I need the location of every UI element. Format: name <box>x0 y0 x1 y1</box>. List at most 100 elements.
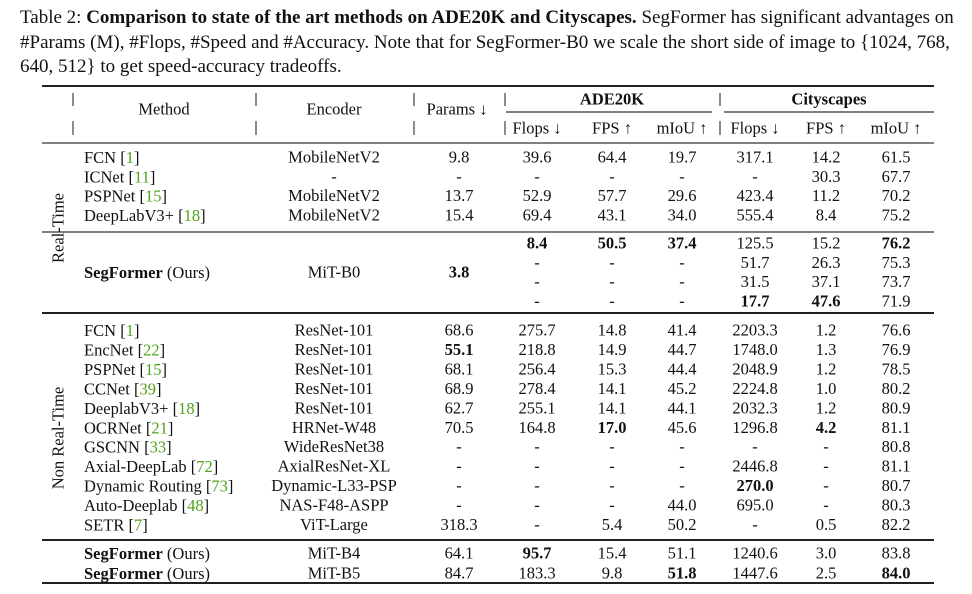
cell-a-fps: 17.0 <box>598 418 627 437</box>
cell-encoder: ResNet-101 <box>295 321 374 340</box>
method-name: ICNet [11] <box>84 167 155 186</box>
cell-params: 84.7 <box>445 564 474 583</box>
method-name: Auto-Deeplab [48] <box>84 496 209 515</box>
cell-a-miou: - <box>679 437 685 456</box>
method-name: FCN [1] <box>84 148 139 167</box>
cell-a-flops: 8.4 <box>527 234 548 253</box>
cell-a-flops: 69.4 <box>523 205 552 224</box>
cell-a-miou: 51.8 <box>668 564 697 583</box>
cell-c-fps: 2.5 <box>816 564 837 583</box>
cell-params: 68.9 <box>445 379 474 398</box>
cell-a-miou: 29.6 <box>668 186 697 205</box>
cell-params: 9.8 <box>449 148 470 167</box>
cell-params: - <box>456 476 462 495</box>
cell-a-flops: 183.3 <box>518 564 555 583</box>
cell-a-fps: 14.1 <box>598 379 627 398</box>
cell-c-fps: 1.3 <box>816 340 837 359</box>
caption-title: Comparison to state of the art methods o… <box>86 7 637 28</box>
method-name: PSPNet [15] <box>84 186 167 205</box>
cell-c-miou: 70.2 <box>882 186 911 205</box>
header-params: Params ↓ <box>427 100 488 119</box>
cell-encoder: MobileNetV2 <box>288 205 380 224</box>
cell-c-miou: 76.9 <box>882 340 911 359</box>
cell-c-miou: 75.3 <box>882 253 911 272</box>
cell-encoder: MobileNetV2 <box>288 148 380 167</box>
cell-c-flops: 695.0 <box>736 496 773 515</box>
cell-c-flops: 270.0 <box>736 476 773 495</box>
cell-encoder: MobileNetV2 <box>288 186 380 205</box>
cell-c-miou: 76.6 <box>882 321 911 340</box>
cell-c-fps: - <box>823 457 829 476</box>
cell-c-miou: 84.0 <box>882 564 911 583</box>
header-a-miou: mIoU ↑ <box>657 119 708 138</box>
cell-a-flops: 256.4 <box>518 359 555 378</box>
cell-params: - <box>456 437 462 456</box>
cell-c-fps: 1.2 <box>816 359 837 378</box>
cell-a-fps: 43.1 <box>598 205 627 224</box>
cell-c-miou: 61.5 <box>882 148 911 167</box>
header-a-fps: FPS ↑ <box>592 119 632 138</box>
cell-a-fps: - <box>609 272 615 291</box>
method-name: GSCNN [33] <box>84 437 172 456</box>
cell-params: 62.7 <box>445 398 474 417</box>
cell-c-flops: 2224.8 <box>732 379 777 398</box>
cell-a-fps: 14.1 <box>598 398 627 417</box>
cell-c-fps: 37.1 <box>812 272 841 291</box>
cell-c-fps: 26.3 <box>812 253 841 272</box>
header-c-fps: FPS ↑ <box>806 119 846 138</box>
cell-params: - <box>456 457 462 476</box>
cell-encoder: ResNet-101 <box>295 359 374 378</box>
cell-encoder: HRNet-W48 <box>292 418 376 437</box>
cell-a-flops: 95.7 <box>523 544 552 563</box>
cell-c-fps: 15.2 <box>812 234 841 253</box>
cell-c-fps: 0.5 <box>816 515 837 534</box>
cell-c-flops: 31.5 <box>741 272 770 291</box>
cell-c-miou: 81.1 <box>882 418 911 437</box>
cell-a-flops: - <box>534 167 540 186</box>
cell-encoder: WideResNet38 <box>284 437 384 456</box>
cell-params: 3.8 <box>449 263 470 282</box>
cell-a-miou: - <box>679 476 685 495</box>
cell-c-flops: 2048.9 <box>732 359 777 378</box>
caption-label: Table 2: <box>20 7 87 28</box>
method-name: DeeplabV3+ [18] <box>84 398 200 417</box>
cell-a-miou: - <box>679 457 685 476</box>
cell-a-flops: 278.4 <box>518 379 555 398</box>
cell-c-fps: 1.2 <box>816 398 837 417</box>
cell-c-flops: 51.7 <box>741 253 770 272</box>
header-method: Method <box>138 100 190 119</box>
cell-a-fps: - <box>609 167 615 186</box>
cell-c-flops: 2032.3 <box>732 398 777 417</box>
header-c-flops: Flops ↓ <box>730 119 779 138</box>
method-name: OCRNet [21] <box>84 418 173 437</box>
cell-params: - <box>456 167 462 186</box>
cell-a-fps: 14.9 <box>598 340 627 359</box>
method-name: FCN [1] <box>84 321 139 340</box>
cell-c-miou: 82.2 <box>882 515 911 534</box>
cell-a-miou: - <box>679 167 685 186</box>
cell-c-fps: 3.0 <box>816 544 837 563</box>
method-name-segformer: SegFormer (Ours) <box>84 564 210 583</box>
table-caption: Table 2: Comparison to state of the art … <box>20 6 970 80</box>
cell-a-flops: 39.6 <box>523 148 552 167</box>
cell-a-fps: 14.8 <box>598 321 627 340</box>
cell-encoder: ResNet-101 <box>295 379 374 398</box>
cell-encoder: MiT-B5 <box>308 564 361 583</box>
cell-c-fps: 11.2 <box>812 186 840 205</box>
cell-params: 68.1 <box>445 359 474 378</box>
cell-c-flops: - <box>752 437 758 456</box>
cell-a-miou: 37.4 <box>668 234 697 253</box>
cell-a-flops: - <box>534 515 540 534</box>
cell-c-flops: - <box>752 515 758 534</box>
cell-params: 70.5 <box>445 418 474 437</box>
cell-c-miou: 81.1 <box>882 457 911 476</box>
method-name: Axial-DeepLab [72] <box>84 457 218 476</box>
cell-c-miou: 71.9 <box>882 291 911 310</box>
cell-params: 64.1 <box>445 544 474 563</box>
cell-c-miou: 78.5 <box>882 359 911 378</box>
cell-c-miou: 67.7 <box>882 167 911 186</box>
cell-encoder: MiT-B4 <box>308 544 361 563</box>
cell-c-flops: 1296.8 <box>732 418 777 437</box>
cell-encoder: NAS-F48-ASPP <box>279 496 388 515</box>
header-encoder: Encoder <box>307 100 362 119</box>
